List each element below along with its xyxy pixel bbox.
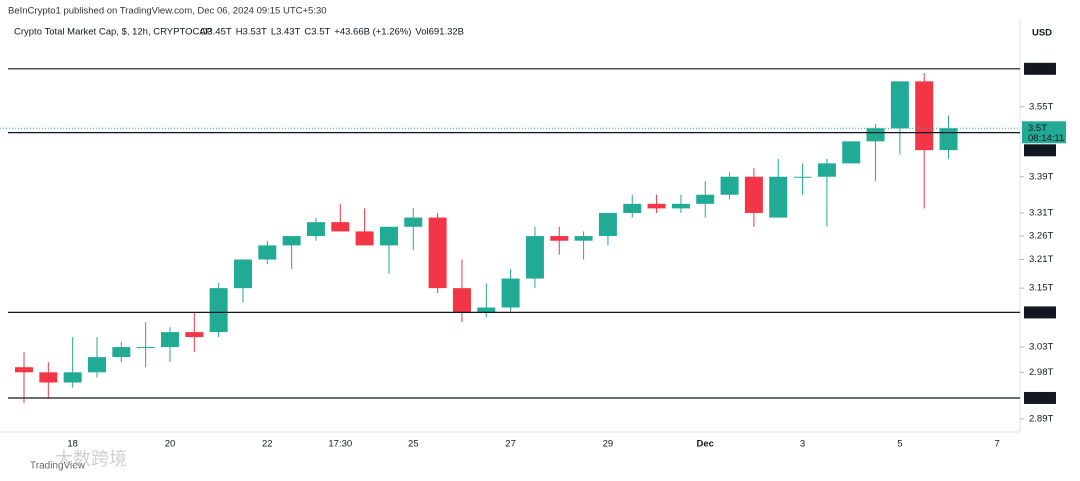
level-box — [1024, 144, 1056, 157]
candle-body — [866, 128, 885, 142]
candle-body — [842, 141, 861, 164]
x-tick-label: 29 — [603, 439, 614, 450]
candle-body — [233, 259, 252, 289]
candle-body — [744, 176, 763, 213]
candle-body — [428, 217, 447, 289]
candle-body — [306, 222, 325, 237]
candle-body — [793, 176, 812, 178]
candle-body — [598, 212, 617, 237]
level-box — [1024, 62, 1056, 75]
level-label: 3.49T — [1028, 145, 1052, 156]
candle-body — [939, 128, 958, 151]
x-tick-label: Dec — [697, 439, 714, 450]
legend-value: H3.53T — [236, 27, 267, 38]
candle-body — [550, 236, 569, 241]
y-tick-label: 3.15T — [1029, 283, 1053, 294]
candle-body — [258, 245, 277, 260]
x-tick-label: 20 — [165, 439, 176, 450]
x-tick-label: 7 — [995, 439, 1000, 450]
candle-body — [87, 357, 106, 373]
candle-body — [39, 372, 58, 383]
x-tick-label: 5 — [897, 439, 902, 450]
level-label: 3.1T — [1028, 307, 1047, 318]
x-tick-label: 25 — [408, 439, 419, 450]
candle-body — [379, 226, 398, 246]
y-tick-label: 2.89T — [1029, 413, 1053, 424]
candle-body — [452, 288, 471, 313]
legend-title: Crypto Total Market Cap, $, 12h, CRYPTOC… — [14, 27, 212, 38]
candle-body — [331, 222, 350, 232]
candle-body — [355, 231, 374, 246]
level-label: 2.93T — [1028, 392, 1052, 403]
candle-body — [525, 236, 544, 279]
countdown: 08:14:11 — [1028, 133, 1064, 144]
candle-body — [112, 347, 131, 358]
legend-value: O3.45T — [200, 27, 232, 38]
candle-body — [817, 163, 836, 177]
candle-body — [282, 236, 301, 246]
last-price-label: 3.5T — [1028, 123, 1047, 134]
level-box — [1024, 306, 1056, 319]
candle-body — [623, 203, 642, 213]
candle-body — [63, 372, 82, 383]
x-tick-label: 22 — [262, 439, 273, 450]
candle-body — [501, 278, 520, 308]
y-tick-label: 3.21T — [1029, 254, 1053, 265]
legend-value: C3.5T — [304, 27, 330, 38]
x-tick-label: 3 — [800, 439, 805, 450]
candle-body — [696, 194, 715, 204]
candle-body — [404, 217, 423, 227]
currency: USD — [1032, 28, 1052, 39]
candle-body — [477, 307, 496, 313]
candle-body — [647, 203, 666, 209]
candle-body — [671, 203, 690, 209]
candle-body — [209, 288, 228, 333]
y-tick-label: 3.39T — [1029, 171, 1053, 182]
legend-value: +43.66B (+1.26%) — [334, 27, 411, 38]
x-tick-label: 18 — [67, 439, 78, 450]
level-box — [1024, 391, 1056, 404]
candle-body — [720, 176, 739, 195]
last-price-box — [1022, 121, 1066, 144]
candle-body — [769, 176, 788, 218]
candle-body — [915, 81, 934, 151]
candle-body — [15, 367, 33, 373]
watermark: TradingView — [30, 461, 86, 472]
y-tick-label: 3.31T — [1029, 207, 1053, 218]
y-tick-label: 3.26T — [1029, 231, 1053, 242]
candle-body — [185, 332, 204, 338]
x-tick-label: 27 — [505, 439, 516, 450]
y-tick-label: 3.55T — [1029, 101, 1053, 112]
y-tick-label: 2.98T — [1029, 367, 1053, 378]
candle-body — [890, 81, 909, 129]
candle-body — [160, 332, 179, 348]
candle-body — [136, 347, 155, 349]
overlay-watermark: 大数跨境 — [55, 449, 127, 469]
legend-value: Vol691.32B — [415, 27, 464, 38]
x-tick-label: 17:30 — [328, 439, 352, 450]
candle-body — [574, 236, 593, 241]
level-label: 3.64T — [1028, 63, 1052, 74]
legend-value: L3.43T — [271, 27, 301, 38]
publish-info: BeInCrypto1 published on TradingView.com… — [8, 6, 327, 17]
y-tick-label: 3.03T — [1029, 342, 1053, 353]
